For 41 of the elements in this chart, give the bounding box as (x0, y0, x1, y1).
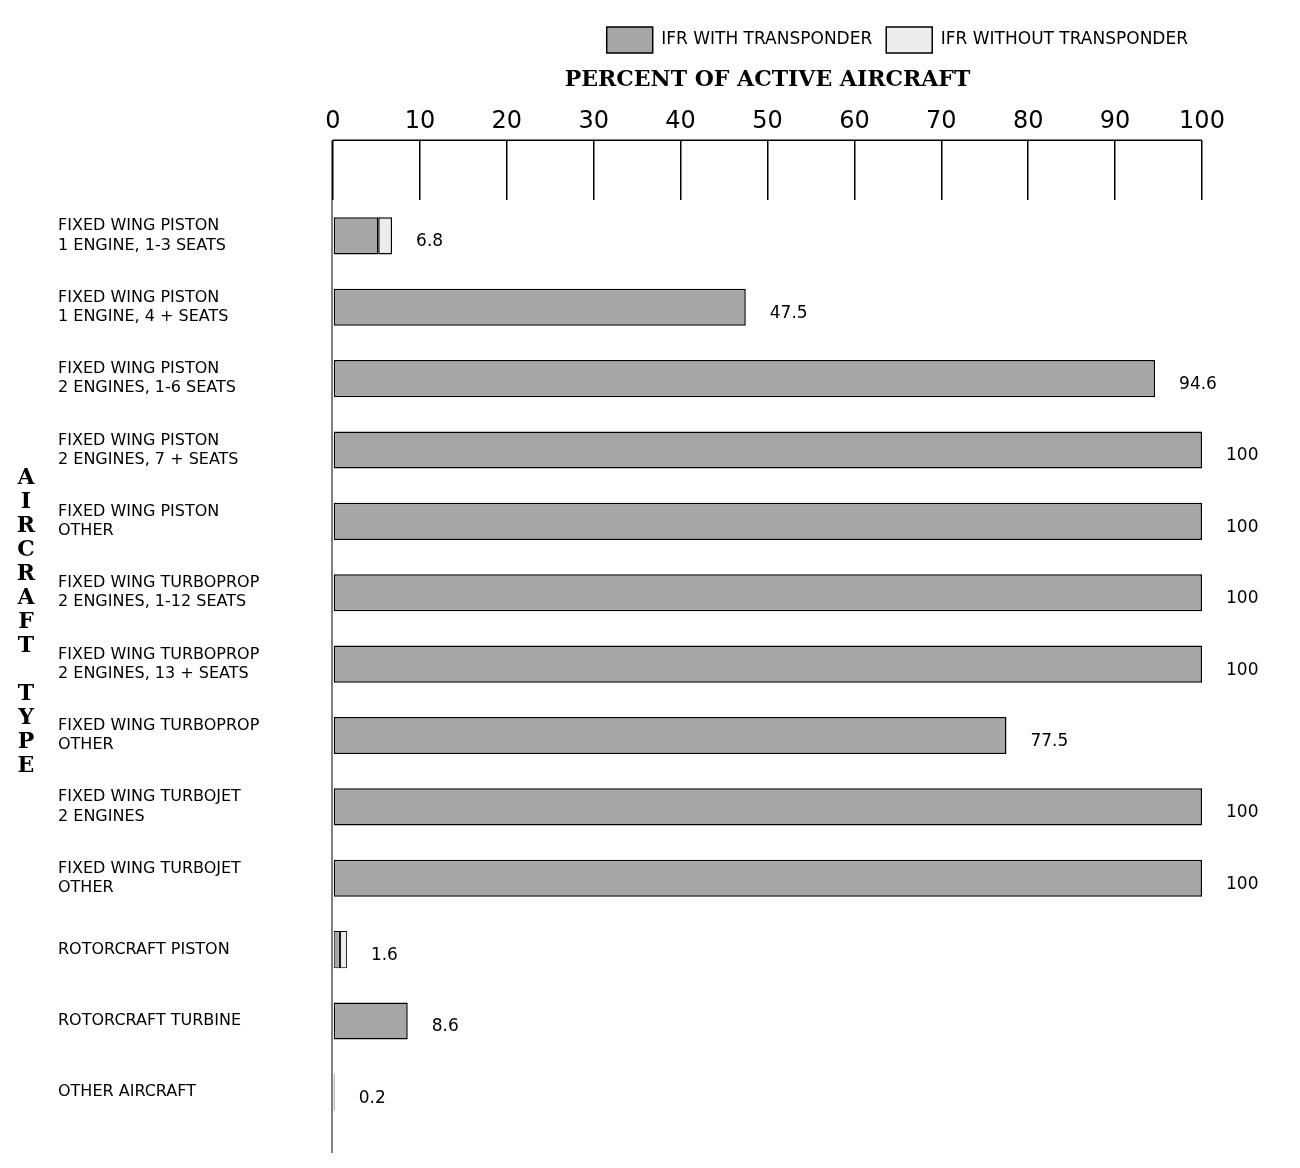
total-label: 0.2 (358, 1086, 386, 1107)
legend-label: IFR WITH TRANSPONDER (661, 28, 873, 49)
y-tick-label: FIXED WING PISTON OTHER (58, 500, 220, 540)
legend-label: IFR WITHOUT TRANSPONDER (940, 28, 1189, 49)
total-label: 100 (1226, 515, 1259, 536)
x-tick-label: 40 (665, 106, 696, 135)
x-tick-label: 20 (491, 106, 523, 135)
text: AIRCRAFT TYPE (16, 462, 36, 777)
y-tick-label: OTHER AIRCRAFT (58, 1081, 197, 1101)
x-tick-label: 60 (839, 106, 870, 135)
total-label: 100 (1226, 444, 1259, 465)
x-tick-label: 0 (325, 106, 341, 135)
x-tick-label: 30 (578, 106, 609, 135)
y-tick-label: FIXED WING PISTON 2 ENGINES, 1-6 SEATS (58, 358, 236, 397)
total-label: 77.5 (1030, 729, 1069, 750)
y-tick-label: FIXED WING TURBOJET OTHER (58, 857, 242, 896)
total-label: 47.5 (769, 301, 808, 322)
y-tick-label: FIXED WING TURBOJET 2 ENGINES (58, 786, 242, 825)
y-tick-label: FIXED WING PISTON 1 ENGINE, 1-3 SEATS (58, 215, 226, 254)
total-label: 100 (1226, 587, 1259, 608)
total-label: 100 (1226, 801, 1259, 822)
x-axis-title: PERCENT OF ACTIVE AIRCRAFT (564, 64, 971, 91)
x-tick-label: 100 (1179, 106, 1225, 135)
y-tick-label: FIXED WING PISTON 1 ENGINE, 4 + SEATS (58, 286, 229, 326)
total-label: 94.6 (1179, 373, 1217, 394)
x-tick-label: 80 (1012, 106, 1044, 135)
x-tick-label: 70 (926, 106, 957, 135)
y-tick-label: ROTORCRAFT PISTON (58, 938, 230, 958)
total-label: 8.6 (431, 1015, 459, 1036)
y-tick-label: ROTORCRAFT TURBINE (58, 1010, 242, 1030)
total-label: 1.6 (370, 944, 398, 964)
y-tick-label: FIXED WING TURBOPROP 2 ENGINES, 13 + SEATS (58, 643, 260, 682)
x-tick-label: 90 (1099, 106, 1131, 135)
x-tick-label: 50 (752, 106, 783, 135)
total-label: 100 (1226, 872, 1259, 893)
y-tick-label: FIXED WING PISTON 2 ENGINES, 7 + SEATS (58, 429, 239, 468)
x-tick-label: 10 (404, 106, 436, 135)
y-tick-label: FIXED WING TURBOPROP OTHER (58, 715, 260, 754)
total-label: 100 (1226, 658, 1259, 679)
y-tick-label: FIXED WING TURBOPROP 2 ENGINES, 1-12 SEATS (58, 572, 260, 611)
total-label: 6.8 (416, 230, 444, 251)
